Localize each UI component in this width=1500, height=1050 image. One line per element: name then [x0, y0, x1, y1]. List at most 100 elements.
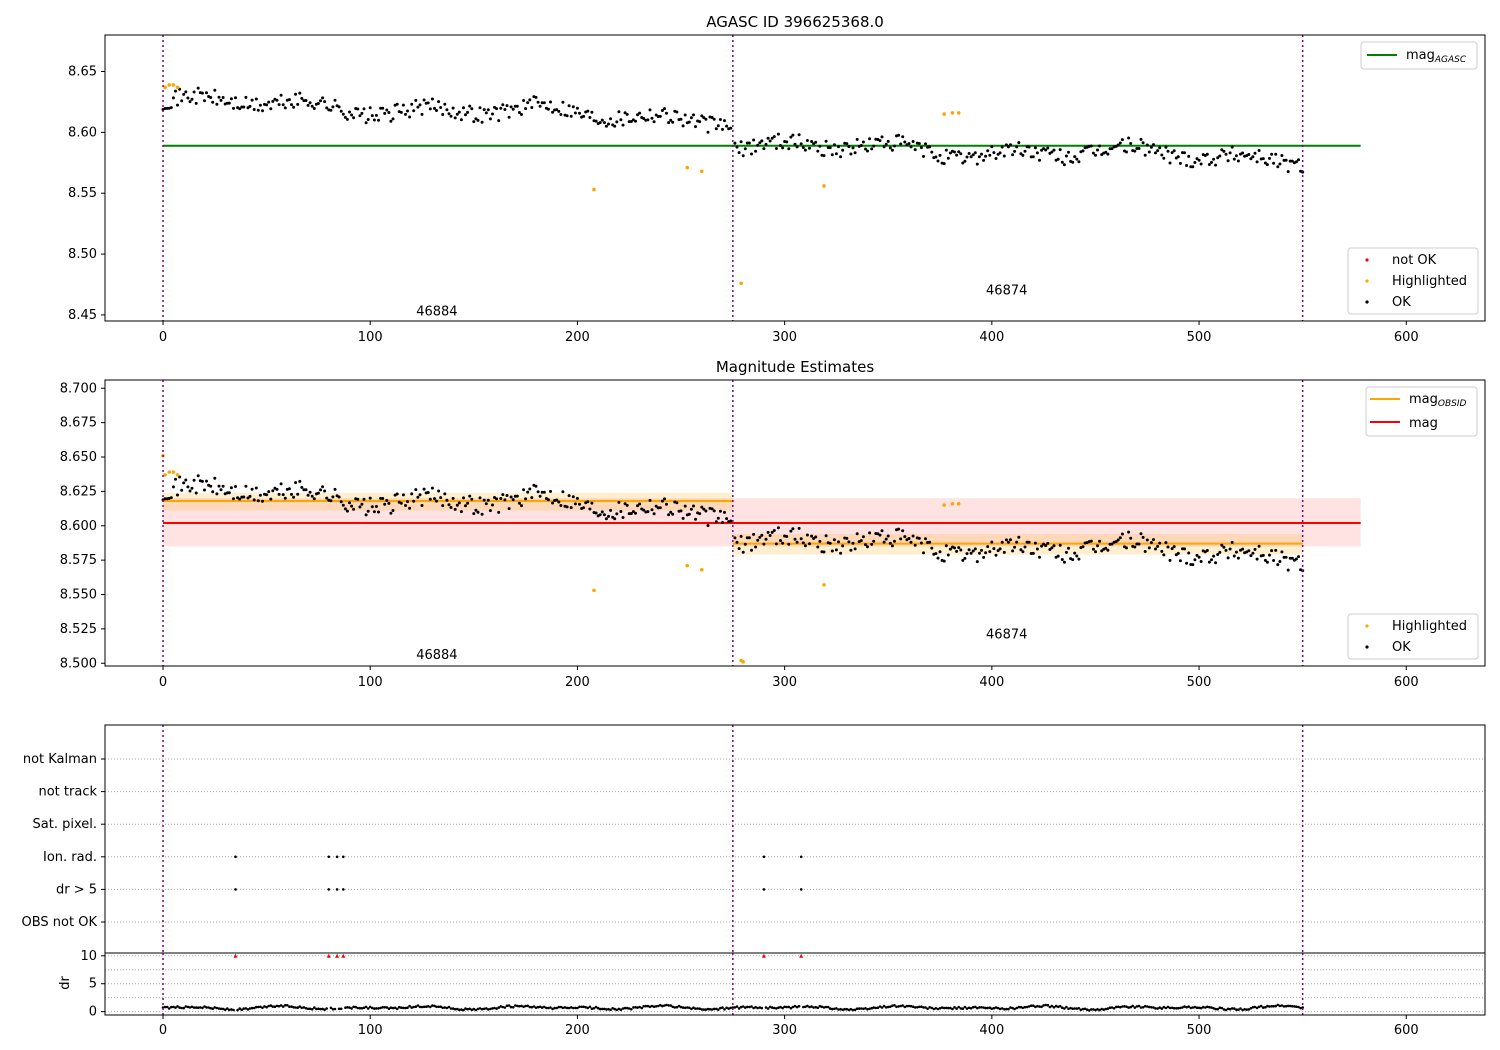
dr-point — [520, 1004, 523, 1008]
ok-point — [1278, 162, 1282, 166]
ok-point — [665, 111, 668, 115]
ok-point — [1207, 163, 1211, 166]
ok-point — [250, 98, 254, 102]
dr-point — [588, 1005, 592, 1009]
dr-point — [1181, 1006, 1184, 1009]
dr-point — [936, 1007, 940, 1011]
obsid-label: 46884 — [416, 304, 457, 319]
ok-point — [791, 527, 795, 531]
dr-point — [313, 1006, 316, 1009]
dr-axis-label: dr — [58, 976, 73, 990]
ok-point — [936, 159, 940, 163]
ok-point — [913, 148, 917, 152]
ok-point — [472, 512, 476, 516]
ok-point — [1098, 144, 1102, 148]
ok-point — [882, 145, 886, 149]
dr-point — [1075, 1007, 1079, 1010]
dr-point — [899, 1004, 902, 1008]
ok-point — [984, 551, 988, 555]
ok-point — [994, 157, 998, 160]
ok-point — [205, 479, 208, 483]
ok-point — [1006, 145, 1010, 149]
ok-point — [542, 490, 546, 494]
ok-point — [377, 510, 380, 514]
ok-point — [1137, 147, 1141, 150]
dr-point — [1272, 1005, 1275, 1008]
dr-point — [230, 1008, 233, 1011]
ok-point — [723, 510, 726, 514]
dr-point — [167, 1007, 171, 1010]
ok-point — [967, 548, 971, 552]
dr-clipped-marker — [326, 953, 331, 958]
dr-point — [563, 1006, 567, 1009]
dr-point — [708, 1008, 712, 1011]
x-tick-label: 0 — [159, 1023, 167, 1038]
ok-point — [319, 99, 322, 103]
ok-point — [888, 541, 892, 545]
ok-point — [1067, 150, 1070, 154]
dr-point — [569, 1006, 573, 1009]
ok-point — [1096, 544, 1099, 548]
ok-point — [331, 105, 335, 109]
dr-point — [522, 1005, 525, 1009]
ok-point — [942, 162, 946, 166]
ok-point — [1205, 549, 1209, 552]
ok-point — [499, 497, 503, 500]
dr-point — [1264, 1006, 1267, 1009]
dr-point — [1003, 1008, 1006, 1011]
dr-point — [279, 1004, 283, 1007]
ok-point — [1164, 541, 1168, 545]
panel1-frame — [104, 34, 1486, 322]
ok-point — [534, 484, 538, 488]
ok-point — [1091, 547, 1095, 551]
ok-point — [617, 500, 621, 504]
ok-point — [256, 499, 260, 503]
dr-point — [333, 1007, 337, 1011]
ok-point — [816, 149, 820, 153]
ok-point — [797, 526, 801, 530]
ok-point — [383, 502, 387, 506]
ok-point — [383, 111, 387, 115]
dr-point — [661, 1004, 664, 1008]
ok-point — [536, 490, 540, 494]
ok-point — [1297, 555, 1300, 559]
ok-point — [408, 506, 412, 510]
ok-point — [203, 99, 206, 103]
dr-point — [1129, 1005, 1132, 1009]
ok-point — [300, 96, 304, 100]
ok-point — [1042, 542, 1046, 546]
flag-row-label: OBS not OK — [22, 915, 98, 930]
ok-point — [300, 485, 304, 489]
dr-point — [942, 1006, 946, 1010]
dr-point — [493, 1006, 496, 1010]
dr-point — [1297, 1005, 1300, 1009]
ok-point — [741, 550, 745, 554]
dr-point — [1067, 1007, 1070, 1011]
ok-point — [955, 549, 959, 553]
ok-point — [213, 88, 217, 92]
ok-point — [1141, 535, 1145, 539]
dr-point — [565, 1006, 569, 1010]
ok-point — [623, 111, 627, 115]
ok-point — [323, 489, 327, 493]
ok-point — [729, 519, 733, 523]
dr-point — [503, 1006, 507, 1009]
ok-point — [242, 495, 246, 499]
ok-point — [700, 114, 704, 118]
panel2-legend-bottom: Highlighted OK — [1347, 613, 1479, 660]
ok-point — [410, 102, 414, 106]
ok-point — [1255, 160, 1259, 164]
ok-point — [799, 142, 803, 146]
flag-point — [234, 855, 237, 859]
dr-point — [1135, 1005, 1139, 1008]
ok-point — [1294, 160, 1298, 164]
dr-point — [1058, 1004, 1062, 1008]
ok-point — [998, 547, 1002, 551]
dr-point — [889, 1005, 892, 1008]
ok-point — [1002, 550, 1006, 554]
ok-point — [188, 489, 192, 493]
y-tick-label: 8.575 — [60, 553, 97, 568]
dr-point — [315, 1007, 318, 1011]
ok-point — [462, 106, 465, 110]
ok-point — [1152, 538, 1155, 542]
